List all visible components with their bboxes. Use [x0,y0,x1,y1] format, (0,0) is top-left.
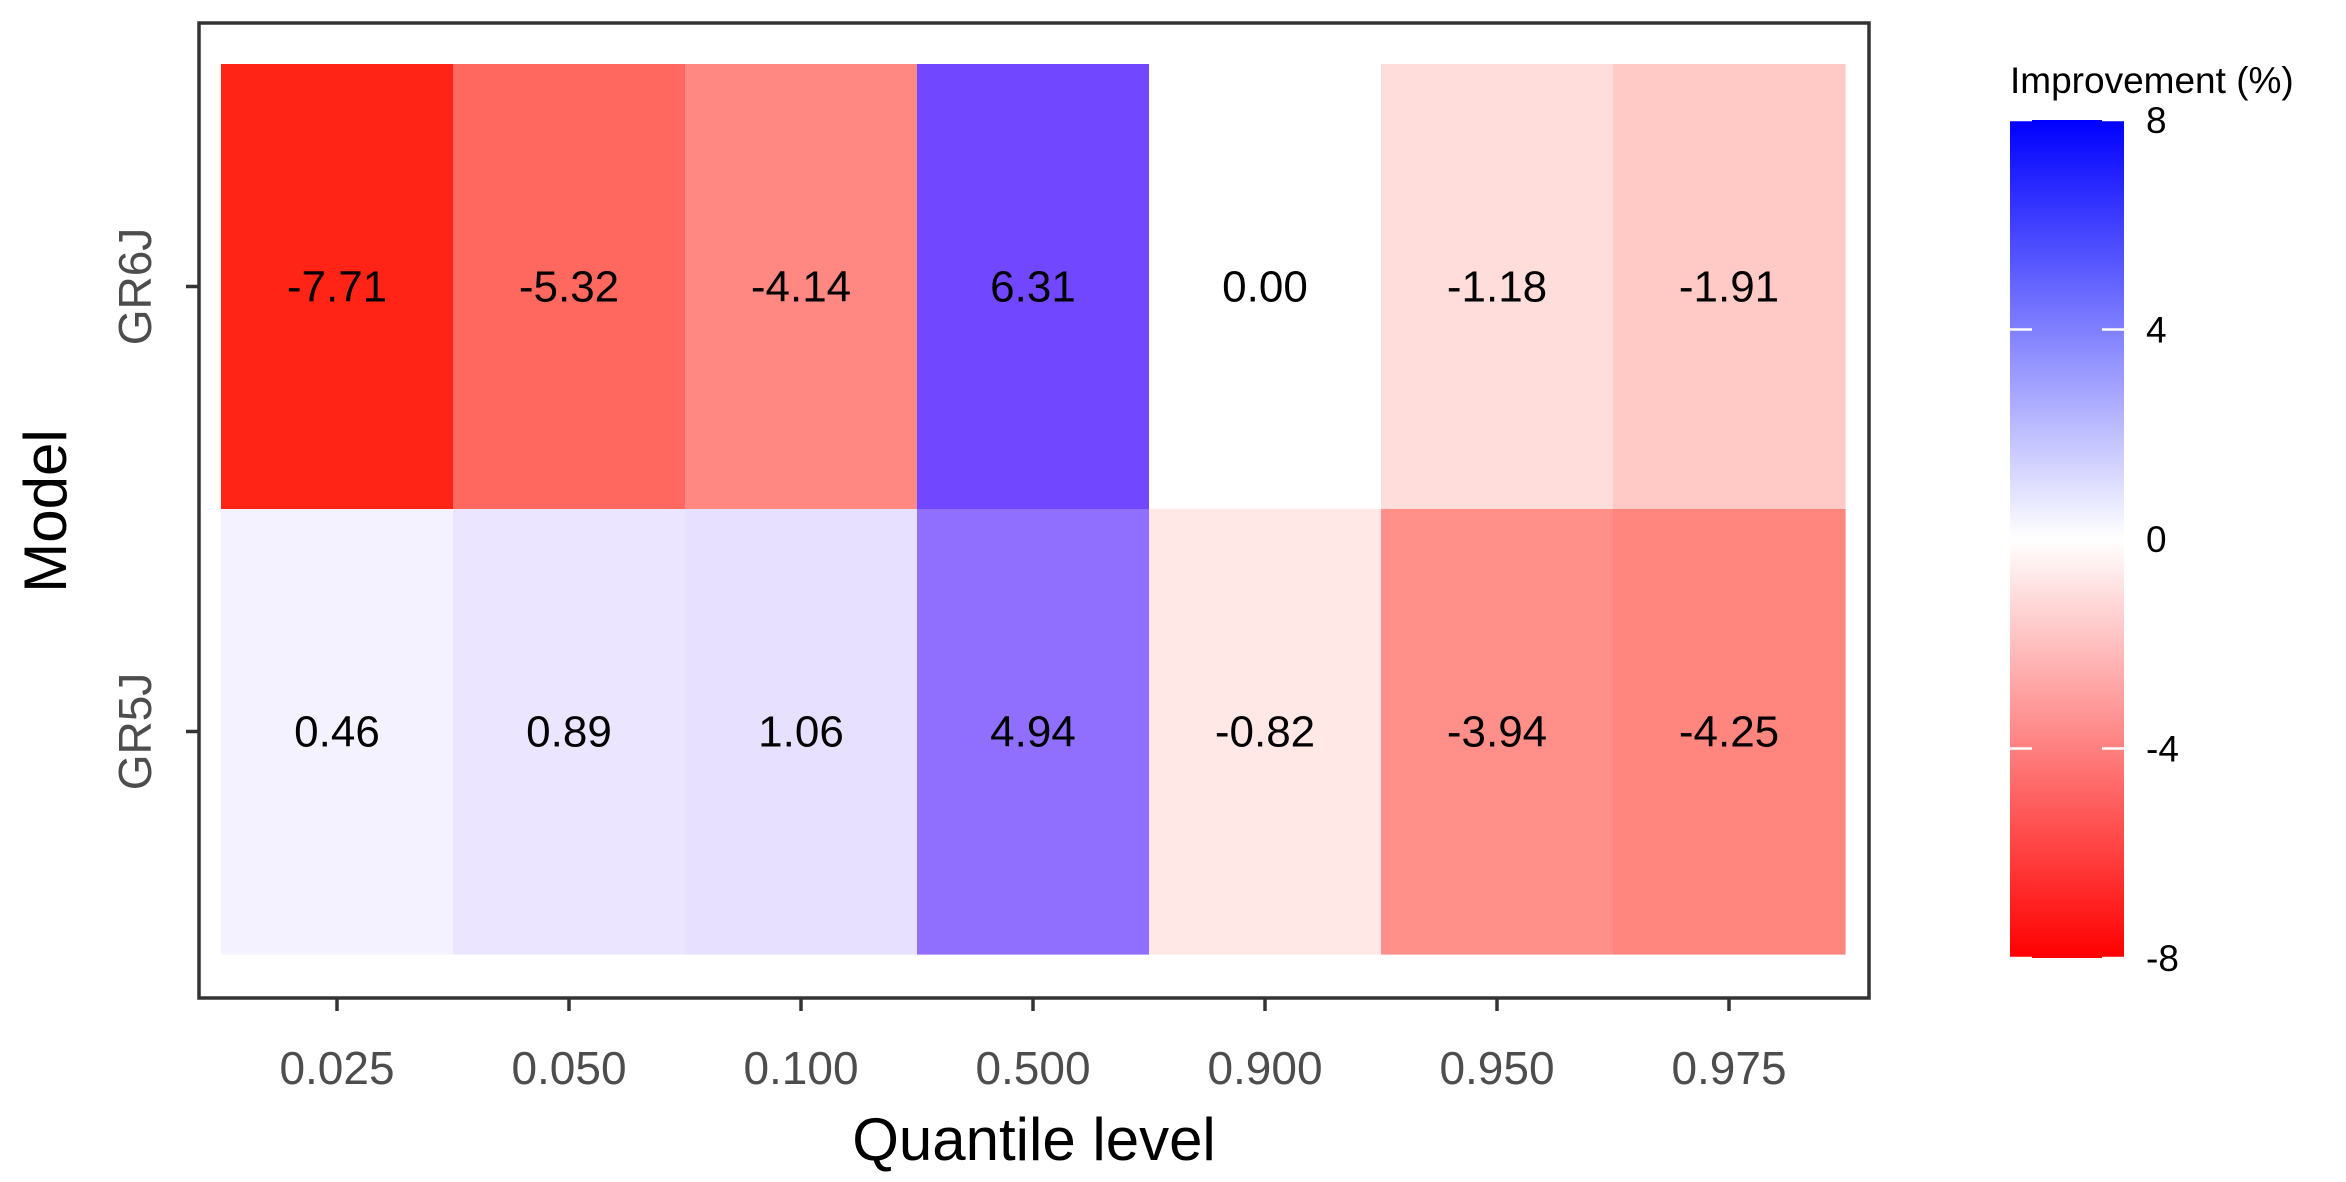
colorbar-tick-label: 4 [2146,310,2167,351]
colorbar-legend: Improvement (%) 8 4 0 -4 -8 [2010,60,2294,979]
cell-value-label: -4.14 [751,263,851,312]
cell-value-label: 0.00 [1222,263,1308,312]
cell-value-label: 4.94 [990,708,1076,757]
colorbar-tick-label: 0 [2146,519,2167,560]
x-tick-label: 0.050 [511,1042,626,1094]
heatmap-cell-gr5j-0.025 [221,509,454,955]
colorbar-tick-label: 8 [2146,100,2167,141]
cell-value-label: -3.94 [1447,708,1547,757]
x-tick-label: 0.100 [743,1042,858,1094]
y-tick-label: GR6J [109,228,161,346]
heatmap-cell-gr5j-0.100 [685,509,918,955]
legend-title: Improvement (%) [2010,60,2294,101]
heatmap-cell-gr5j-0.500 [917,509,1150,955]
colorbar-tick-label: -8 [2146,938,2179,979]
heatmap-cell-gr5j-0.900 [1149,509,1382,955]
x-tick-label: 0.900 [1207,1042,1322,1094]
cell-value-label: 0.89 [526,708,612,757]
colorbar-tick-label: -4 [2146,729,2179,770]
heatmap-cell-gr6j-0.950 [1381,64,1614,510]
x-tick-label: 0.025 [279,1042,394,1094]
x-axis-title: Quantile level [852,1106,1216,1173]
heatmap-cell-gr6j-0.975 [1613,64,1846,510]
cell-value-label: 6.31 [990,263,1076,312]
heatmap-cell-gr5j-0.975 [1613,509,1846,955]
heatmap-cell-gr5j-0.050 [453,509,686,955]
heatmap-cell-gr6j-0.500 [917,64,1150,510]
heatmap-cells: -7.71 -5.32 -4.14 6.31 0.00 -1.18 -1.91 0.46 0.8… [221,64,1846,955]
cell-value-label: 1.06 [758,708,844,757]
heatmap-cell-gr6j-0.100 [685,64,918,510]
cell-value-label: -7.71 [287,263,387,312]
x-tick-label: 0.950 [1439,1042,1554,1094]
cell-value-label: -1.91 [1679,263,1779,312]
heatmap-cell-gr6j-0.050 [453,64,686,510]
y-axis-title: Model [12,429,79,592]
cell-value-label: -0.82 [1215,708,1315,757]
heatmap-cell-gr6j-0.900 [1149,64,1382,510]
heatmap-cell-gr6j-0.025 [221,64,454,510]
cell-value-label: 0.46 [294,708,380,757]
cell-value-label: -5.32 [519,263,619,312]
heatmap-cell-gr5j-0.950 [1381,509,1614,955]
cell-value-label: -4.25 [1679,708,1779,757]
axes: 0.025 0.050 0.100 0.500 0.900 0.950 0.975 GR6J G… [109,228,1787,1094]
x-tick-label: 0.975 [1671,1042,1786,1094]
cell-value-label: -1.18 [1447,263,1547,312]
x-tick-label: 0.500 [975,1042,1090,1094]
y-tick-label: GR5J [109,673,161,791]
